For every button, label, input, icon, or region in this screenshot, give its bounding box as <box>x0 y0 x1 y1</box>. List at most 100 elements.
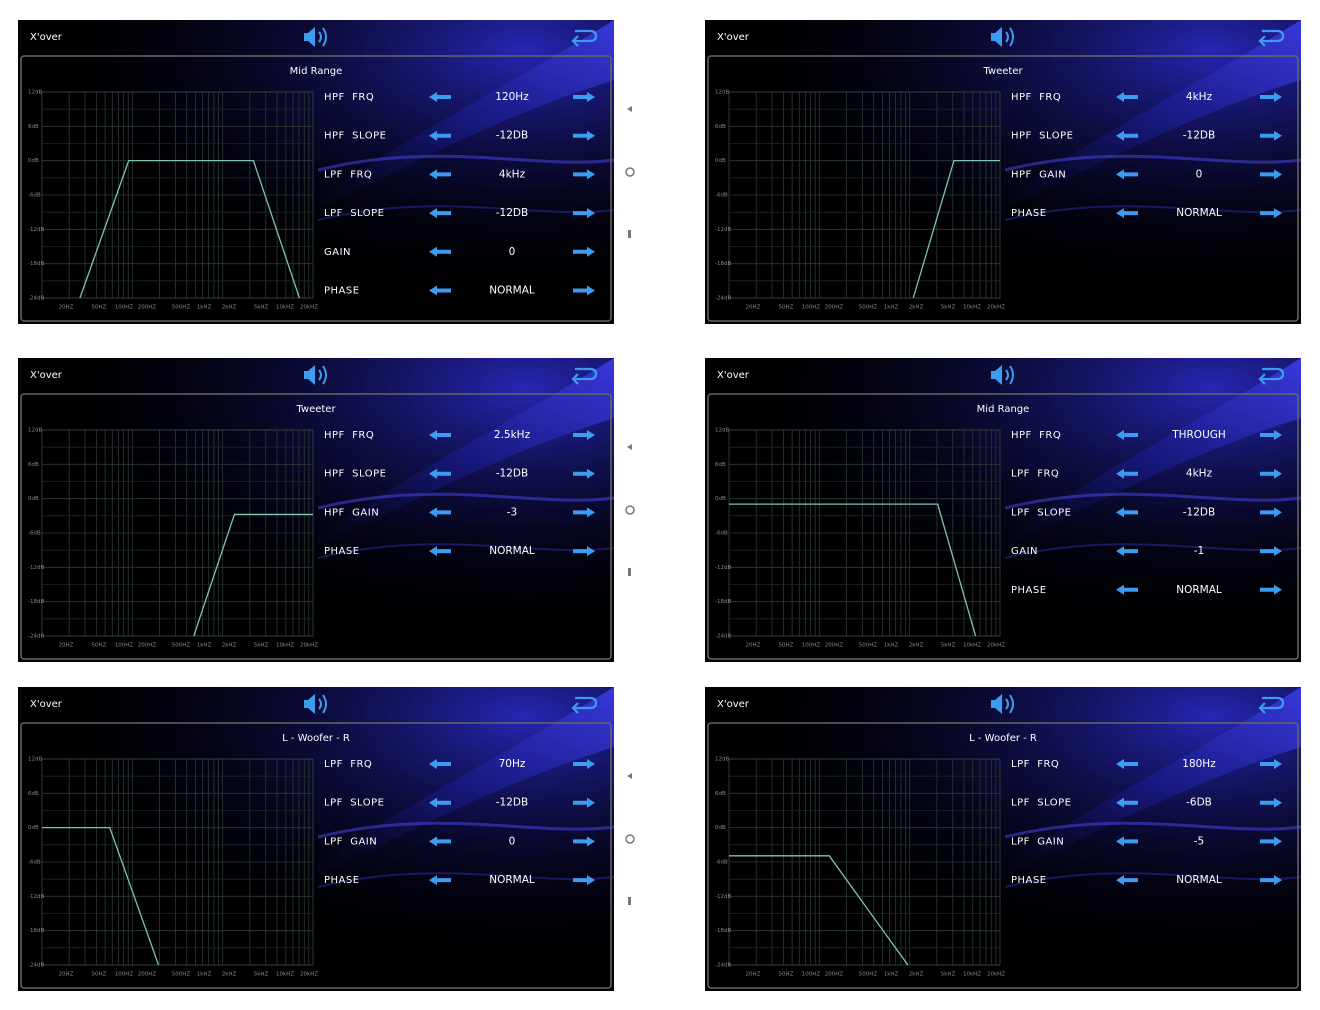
volume-button[interactable] <box>304 694 327 714</box>
increase-button[interactable] <box>573 169 595 180</box>
decrease-button[interactable] <box>429 92 451 102</box>
param-value: -12DB <box>496 468 528 480</box>
decrease-button[interactable] <box>1116 430 1138 440</box>
increase-button[interactable] <box>1260 208 1282 219</box>
decrease-button[interactable] <box>1116 507 1138 518</box>
decrease-button[interactable] <box>1116 130 1138 141</box>
increase-button[interactable] <box>1260 797 1282 808</box>
decrease-button[interactable] <box>429 507 451 518</box>
increase-button[interactable] <box>1260 92 1282 102</box>
volume-button[interactable] <box>991 365 1014 385</box>
decrease-button[interactable] <box>429 130 451 141</box>
side-icon <box>625 834 635 844</box>
volume-button[interactable] <box>991 694 1014 714</box>
increase-button[interactable] <box>1260 169 1282 180</box>
param-row: HPF FRQ 2.5kHz <box>324 429 595 441</box>
decrease-button[interactable] <box>1116 584 1138 595</box>
decrease-button[interactable] <box>1116 836 1138 847</box>
back-button[interactable] <box>1258 367 1285 385</box>
decrease-button[interactable] <box>429 208 451 219</box>
header-title: X'over <box>717 370 750 381</box>
y-tick-label: 0dB <box>28 496 39 502</box>
decrease-button[interactable] <box>429 875 451 886</box>
decrease-button[interactable] <box>429 797 451 808</box>
back-button[interactable] <box>571 696 598 714</box>
decrease-button[interactable] <box>429 169 451 180</box>
speaker-wave <box>318 369 322 381</box>
param-value: NORMAL <box>1176 874 1222 886</box>
increase-button[interactable] <box>573 759 595 769</box>
decrease-button[interactable] <box>429 246 451 257</box>
background-swoosh <box>308 20 614 214</box>
x-tick-label: 2kHZ <box>222 972 237 978</box>
decrease-button[interactable] <box>429 468 451 479</box>
increase-button[interactable] <box>1260 546 1282 557</box>
decrease-button[interactable] <box>1116 468 1138 479</box>
increase-button[interactable] <box>1260 507 1282 518</box>
increase-button[interactable] <box>573 875 595 886</box>
decrease-button[interactable] <box>429 285 451 296</box>
increase-button[interactable] <box>1260 875 1282 886</box>
background-glow <box>705 687 1301 991</box>
param-row: PHASE NORMAL <box>324 285 595 297</box>
decrease-button[interactable] <box>429 836 451 847</box>
param-label: HPF GAIN <box>1011 169 1066 180</box>
y-tick-label: -6dB <box>28 193 41 199</box>
volume-button[interactable] <box>991 27 1014 47</box>
graph-frame <box>41 758 314 966</box>
header-title: X'over <box>717 32 750 43</box>
x-tick-label: 200HZ <box>825 972 844 978</box>
decrease-button[interactable] <box>1116 759 1138 769</box>
decrease-button[interactable] <box>1116 875 1138 886</box>
response-graph: 12dB 6dB 0dB -6dB -12dB -18dB -24dB 20HZ 50HZ 100… <box>28 757 318 978</box>
increase-button[interactable] <box>1260 584 1282 595</box>
x-tick-label: 2kHZ <box>222 305 237 311</box>
param-label: LPF SLOPE <box>1011 507 1072 518</box>
increase-button[interactable] <box>1260 759 1282 769</box>
decrease-button[interactable] <box>429 759 451 769</box>
x-tick-label: 5kHZ <box>941 643 956 649</box>
decrease-button[interactable] <box>1116 797 1138 808</box>
increase-button[interactable] <box>573 836 595 847</box>
decrease-button[interactable] <box>1116 546 1138 557</box>
increase-button[interactable] <box>573 130 595 141</box>
y-tick-label: 0dB <box>715 496 726 502</box>
increase-button[interactable] <box>1260 130 1282 141</box>
x-tick-label: 50HZ <box>779 305 794 311</box>
increase-button[interactable] <box>573 797 595 808</box>
back-button[interactable] <box>1258 696 1285 714</box>
increase-button[interactable] <box>573 468 595 479</box>
back-button[interactable] <box>1258 29 1285 47</box>
param-label: PHASE <box>1011 585 1047 596</box>
param-value: -6DB <box>1186 797 1212 809</box>
speaker-wave <box>318 31 322 43</box>
decrease-button[interactable] <box>1116 208 1138 219</box>
back-button[interactable] <box>571 367 598 385</box>
increase-button[interactable] <box>573 92 595 102</box>
x-tick-label: 5kHZ <box>254 305 269 311</box>
volume-button[interactable] <box>304 365 327 385</box>
response-graph: 12dB 6dB 0dB -6dB -12dB -18dB -24dB 20HZ 50HZ 100… <box>715 90 1005 311</box>
y-tick-label: -18dB <box>715 928 731 934</box>
increase-button[interactable] <box>573 285 595 296</box>
increase-button[interactable] <box>573 507 595 518</box>
increase-button[interactable] <box>1260 836 1282 847</box>
param-label: PHASE <box>324 286 360 297</box>
decrease-button[interactable] <box>429 430 451 440</box>
panel-title: Tweeter <box>295 404 336 415</box>
increase-button[interactable] <box>573 546 595 557</box>
increase-button[interactable] <box>573 246 595 257</box>
volume-button[interactable] <box>304 27 327 47</box>
back-button[interactable] <box>571 29 598 47</box>
decrease-button[interactable] <box>1116 92 1138 102</box>
increase-button[interactable] <box>1260 430 1282 440</box>
speaker-wave <box>318 698 322 710</box>
increase-button[interactable] <box>1260 468 1282 479</box>
side-icon <box>625 167 635 177</box>
param-row: HPF SLOPE -12DB <box>324 468 595 480</box>
decrease-button[interactable] <box>429 546 451 557</box>
decrease-button[interactable] <box>1116 169 1138 180</box>
increase-button[interactable] <box>573 430 595 440</box>
speaker-icon <box>308 694 315 714</box>
increase-button[interactable] <box>573 208 595 219</box>
